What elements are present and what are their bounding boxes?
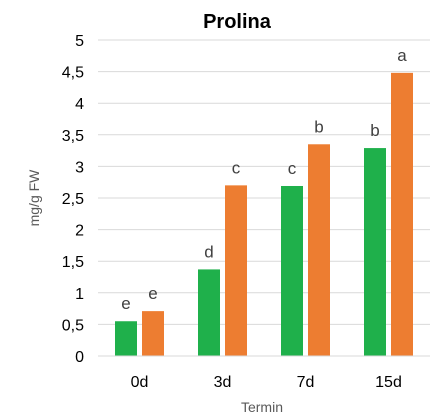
x-tick-label: 0d xyxy=(131,374,149,391)
bar xyxy=(198,269,220,356)
y-tick-label: 4,5 xyxy=(62,65,84,82)
bar xyxy=(364,148,386,356)
y-axis-label: mg/g FW xyxy=(26,169,42,227)
y-tick-label: 4 xyxy=(75,96,84,113)
y-tick-label: 1,5 xyxy=(62,254,84,271)
y-tick-label: 0,5 xyxy=(62,317,84,334)
y-tick-label: 1 xyxy=(75,286,84,303)
bar xyxy=(225,185,247,356)
data-label: a xyxy=(397,46,407,65)
data-label: b xyxy=(314,117,323,136)
x-tick-label: 7d xyxy=(297,374,315,391)
x-tick-label: 15d xyxy=(375,374,402,391)
data-label: e xyxy=(148,284,157,303)
bars xyxy=(115,72,413,356)
data-labels: ee d c c b b a xyxy=(121,46,407,313)
y-tick-label: 2,5 xyxy=(62,191,84,208)
data-label: b xyxy=(370,121,379,140)
y-tick-label: 2 xyxy=(75,223,84,240)
y-tick-label: 3,5 xyxy=(62,128,84,145)
y-tick-label: 5 xyxy=(75,33,84,50)
gridlines xyxy=(98,39,430,325)
bar xyxy=(115,321,137,356)
chart-title: Prolina xyxy=(203,11,272,33)
y-tick-label: 0 xyxy=(75,349,84,366)
data-label: c xyxy=(232,158,241,177)
y-axis-ticks: 0 0,5 1 1,5 2 2,5 3 3,5 4 4,5 5 xyxy=(62,33,84,366)
data-label: c xyxy=(288,159,297,178)
bar xyxy=(391,72,413,356)
bar xyxy=(142,311,164,356)
data-label: e xyxy=(121,294,130,313)
x-axis-ticks: 0d 3d 7d 15d xyxy=(131,374,402,391)
bar xyxy=(281,185,303,356)
data-label: d xyxy=(204,242,213,261)
x-tick-label: 3d xyxy=(214,374,232,391)
bar xyxy=(308,144,330,356)
y-tick-label: 3 xyxy=(75,159,84,176)
x-axis-label: Termin xyxy=(241,399,283,415)
